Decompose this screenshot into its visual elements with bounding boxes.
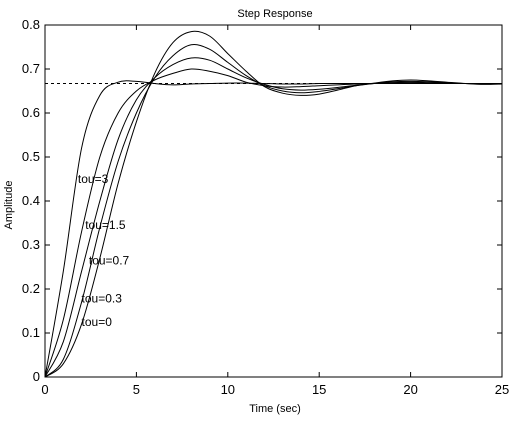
x-axis: 0 5 10 15 20 25 <box>41 25 509 397</box>
y-tick-label: 0 <box>33 369 40 384</box>
y-axis-label: Amplitude <box>3 181 15 230</box>
series-line-tou-0-3 <box>44 44 503 378</box>
annotation-layer: tou=3 tou=1.5 tou=0.7 tou=0.3 tou=0 <box>78 172 130 329</box>
x-tick-label: 20 <box>403 382 417 397</box>
series-annotation: tou=3 <box>78 172 109 186</box>
y-tick-label: 0.1 <box>22 325 40 340</box>
y-tick-label: 0.6 <box>22 105 40 120</box>
x-tick-label: 15 <box>312 382 326 397</box>
y-tick-label: 0.7 <box>22 61 40 76</box>
x-tick-label: 10 <box>221 382 235 397</box>
series-annotation: tou=0.7 <box>89 253 130 267</box>
x-tick-label: 25 <box>495 382 509 397</box>
y-tick-label: 0.5 <box>22 149 40 164</box>
y-tick-label: 0.8 <box>22 17 40 32</box>
y-axis: 0 0.1 0.2 0.3 0.4 0.5 0.6 0.7 0.8 <box>22 17 502 384</box>
series-annotation: tou=0 <box>82 315 113 329</box>
x-tick-label: 0 <box>41 382 48 397</box>
series-line-tou-0 <box>44 30 503 378</box>
y-tick-label: 0.3 <box>22 237 40 252</box>
series-annotation: tou=0.3 <box>82 292 123 306</box>
chart-title: Step Response <box>237 8 312 20</box>
y-tick-label: 0.2 <box>22 281 40 296</box>
y-tick-label: 0.4 <box>22 193 40 208</box>
series-line-tou-0-7 <box>44 57 502 378</box>
x-tick-label: 5 <box>133 382 140 397</box>
x-axis-label: Time (sec) <box>249 403 301 415</box>
series-annotation: tou=1.5 <box>85 218 126 232</box>
